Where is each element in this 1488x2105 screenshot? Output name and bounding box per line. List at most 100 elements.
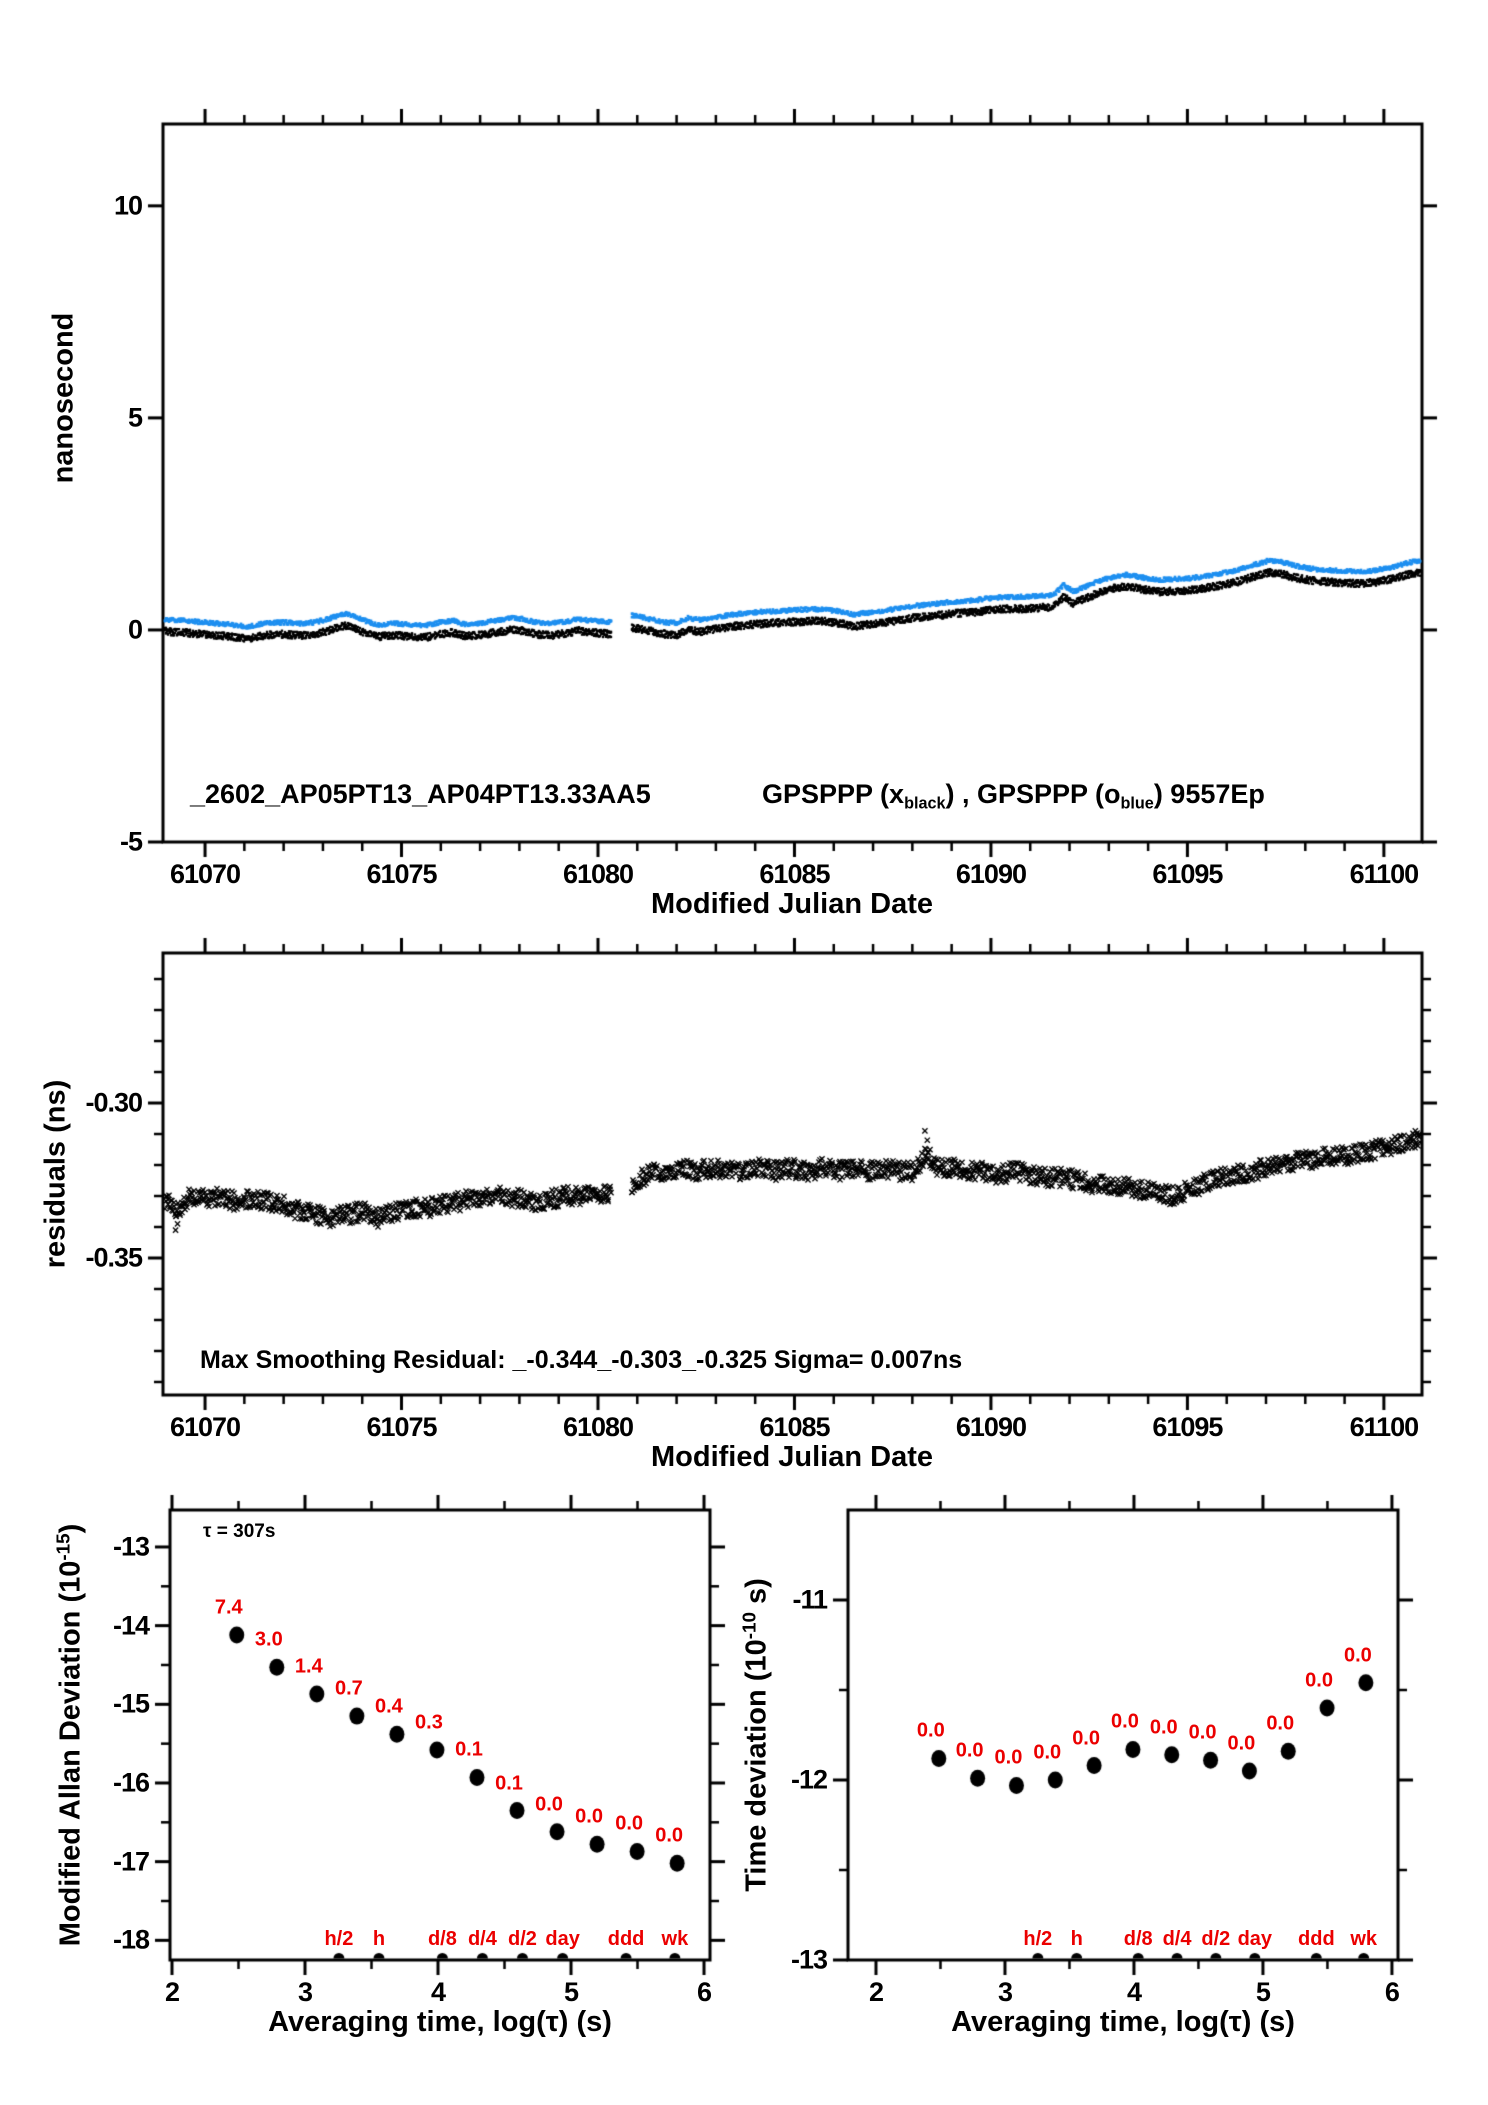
p4-timescale-label: d/8: [1123, 1928, 1153, 1950]
p3-timescale-label: h/2: [324, 1928, 354, 1950]
p1-x-tick-label: 61100: [1349, 859, 1420, 889]
p4-value-label: 0.0: [1033, 1741, 1062, 1764]
p4-timescale-label: d/4: [1162, 1928, 1192, 1950]
p3-value-label: 0.1: [455, 1738, 483, 1761]
p4-y-title-exponent: -10: [738, 1612, 760, 1640]
p1-y-tick-label: 10: [113, 190, 143, 221]
p4-value-label: 0.0: [1111, 1710, 1139, 1733]
p2-x-tick-label: 61090: [955, 1412, 1027, 1442]
p2-x-axis-title: Modified Julian Date: [651, 1441, 933, 1473]
p4-timescale-label: h: [1070, 1928, 1083, 1950]
p2-x-tick-label: 61080: [562, 1412, 634, 1442]
p4-timescale-label: ddd: [1298, 1928, 1335, 1950]
p3-value-label: 0.3: [415, 1711, 443, 1734]
p1-y-axis-title: nanosecond: [47, 312, 80, 484]
p3-value-label: 0.0: [615, 1812, 644, 1835]
p4-value-label: 0.0: [1266, 1712, 1295, 1735]
p1-legend-sub-black: black: [904, 794, 946, 813]
p3-value-label: 1.4: [294, 1655, 323, 1678]
p3-value-label: 0.7: [334, 1677, 363, 1700]
p4-timescale-label: day: [1237, 1928, 1273, 1950]
p4-x-tick-label: 3: [997, 1977, 1013, 2007]
p1-legend-part1: GPSPPP (x: [762, 779, 905, 809]
p3-x-tick-label: 4: [430, 1977, 446, 2007]
p4-value-label: 0.0: [1149, 1716, 1178, 1739]
p4-x-tick-label: 4: [1126, 1977, 1142, 2007]
p1-y-tick-label: 5: [127, 402, 143, 433]
p3-value-label: 0.4: [375, 1695, 403, 1718]
p3-y-tick-label: -16: [112, 1767, 150, 1798]
p3-y-title-post: ): [54, 1523, 87, 1534]
p3-tau-annotation: τ = 307s: [203, 1521, 276, 1542]
p1-dataset-id-annotation: _2602_AP05PT13_AP04PT13.33AA5: [190, 779, 651, 809]
p3-x-tick-label: 5: [563, 1977, 579, 2007]
p3-y-tick-label: -18: [112, 1924, 150, 1955]
p1-legend-part3: ) 9557Ep: [1153, 779, 1265, 809]
p1-x-tick-label: 61075: [366, 859, 437, 889]
p3-y-axis-title: Modified Allan Deviation (10-15): [52, 1524, 87, 1947]
p4-timescale-label: d/2: [1201, 1928, 1231, 1950]
p4-x-tick-label: 2: [868, 1977, 884, 2007]
p1-legend-sub-blue: blue: [1120, 794, 1154, 813]
p3-timescale-label: h: [372, 1928, 386, 1950]
p1-x-tick-label: 61080: [562, 859, 634, 889]
p3-timescale-label: day: [545, 1928, 580, 1950]
p2-y-axis-title: residuals (ns): [39, 1079, 72, 1269]
p1-legend-part2: ) , GPSPPP (o: [945, 779, 1121, 809]
p1-y-tick-label: -5: [119, 826, 143, 857]
p2-x-tick-label: 61095: [1152, 1412, 1223, 1442]
p3-x-axis-title: Averaging time, log(τ) (s): [268, 2006, 612, 2038]
p4-value-label: 0.0: [1188, 1721, 1217, 1744]
p3-y-tick-label: -13: [112, 1531, 150, 1562]
p4-y-title-pre: Time deviation (10: [740, 1639, 773, 1892]
p3-value-label: 0.0: [655, 1824, 684, 1847]
p4-x-tick-label: 6: [1384, 1977, 1400, 2007]
p3-x-tick-label: 3: [297, 1977, 313, 2007]
p3-timescale-label: ddd: [607, 1928, 645, 1950]
p3-timescale-label: d/8: [427, 1928, 457, 1950]
p3-value-label: 0.0: [535, 1793, 563, 1816]
p4-value-label: 0.0: [1343, 1644, 1372, 1667]
p3-y-tick-label: -17: [112, 1846, 150, 1877]
p2-y-tick-label: -0.30: [85, 1087, 143, 1118]
p3-value-label: 0.1: [495, 1772, 523, 1795]
p4-y-axis-title: Time deviation (10-10 s): [738, 1578, 773, 1892]
p1-legend: GPSPPP (xblack) , GPSPPP (oblue) 9557Ep: [762, 779, 1265, 814]
p2-x-tick-label: 61085: [759, 1412, 830, 1442]
p4-y-tick-label: -11: [792, 1584, 828, 1615]
p4-timescale-label: h/2: [1023, 1928, 1053, 1950]
p3-timescale-label: wk: [661, 1928, 689, 1950]
p3-value-label: 0.0: [575, 1805, 603, 1828]
p2-x-tick-label: 61075: [366, 1412, 437, 1442]
p3-x-tick-label: 6: [696, 1977, 712, 2007]
p4-value-label: 0.0: [1305, 1669, 1333, 1692]
p4-value-label: 0.0: [1227, 1732, 1256, 1755]
p2-max-smoothing-annotation: Max Smoothing Residual: _-0.344_-0.303_-…: [200, 1346, 963, 1374]
p3-timescale-label: d/4: [467, 1928, 497, 1950]
p3-value-label: 3.0: [254, 1628, 283, 1651]
p2-x-tick-label: 61070: [169, 1412, 241, 1442]
p4-value-label: 0.0: [1072, 1727, 1100, 1750]
p3-y-tick-label: -14: [112, 1610, 150, 1641]
p3-y-tick-label: -15: [112, 1688, 150, 1719]
p1-x-axis-title: Modified Julian Date: [651, 888, 933, 920]
p4-x-axis-title: Averaging time, log(τ) (s): [951, 2006, 1295, 2038]
p4-timescale-label: wk: [1350, 1928, 1378, 1950]
p4-x-tick-label: 5: [1255, 1977, 1271, 2007]
p3-y-title-exponent: -15: [52, 1533, 74, 1561]
p2-x-tick-label: 61100: [1349, 1412, 1420, 1442]
p3-y-title-pre: Modified Allan Deviation (10: [54, 1560, 87, 1947]
p4-y-tick-label: -13: [790, 1944, 828, 1975]
p4-y-title-post: s): [740, 1578, 773, 1613]
p3-value-label: 7.4: [214, 1596, 243, 1619]
p1-x-tick-label: 61085: [759, 859, 830, 889]
p4-value-label: 0.0: [916, 1719, 945, 1742]
p1-y-tick-label: 0: [127, 614, 143, 645]
p1-x-tick-label: 61095: [1152, 859, 1223, 889]
p3-x-tick-label: 2: [164, 1977, 180, 2007]
p4-value-label: 0.0: [955, 1739, 984, 1762]
p1-x-tick-label: 61070: [169, 859, 241, 889]
p4-value-label: 0.0: [994, 1746, 1023, 1769]
